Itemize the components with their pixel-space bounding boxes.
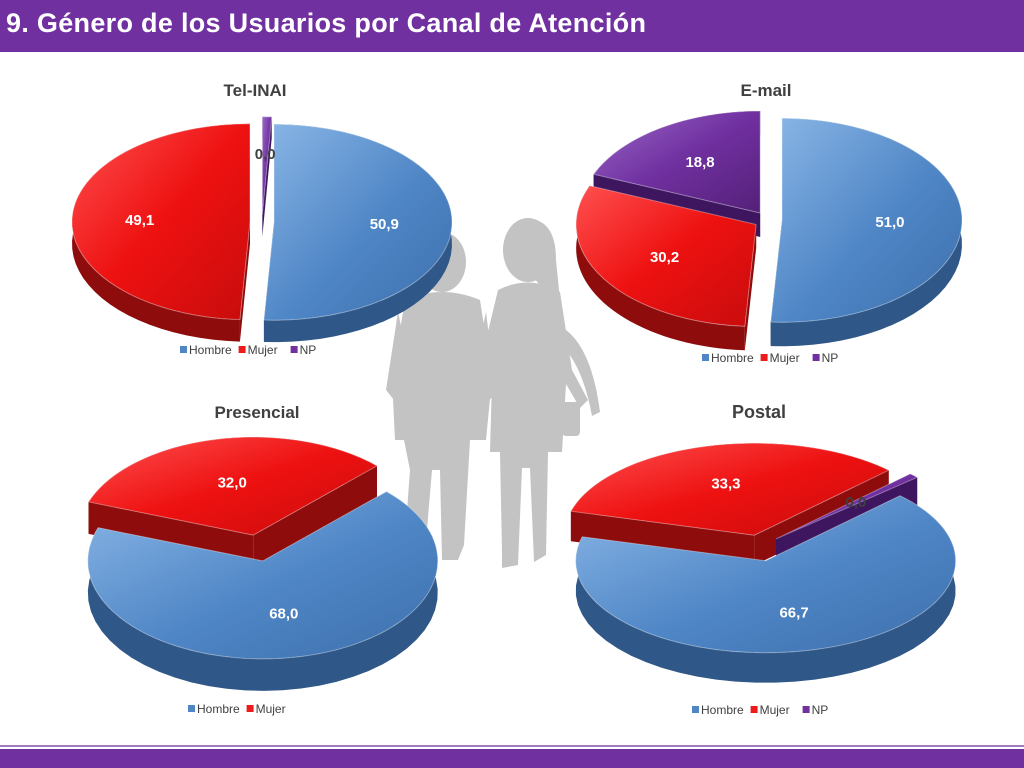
legend-swatch-hombre xyxy=(702,354,709,361)
data-label-postal-np: 0,0 xyxy=(845,494,866,511)
couple-silhouette-icon xyxy=(386,218,600,568)
data-label-e-mail-hombre: 51,0 xyxy=(875,214,904,231)
pie-postal: 66,7 33,3 0,0 xyxy=(570,442,957,683)
pie-slice-tel-inai-hombre xyxy=(263,123,453,321)
chart-title-presencial: Presencial xyxy=(214,403,299,422)
pie-face-presencial-mujer xyxy=(253,465,377,568)
pie-face-tel-inai-mujer xyxy=(239,221,251,342)
chart-title-tel-inai: Tel-INAI xyxy=(224,81,287,100)
legend-label-hombre: Hombre xyxy=(711,351,754,365)
data-label-postal-hombre: 66,7 xyxy=(779,604,808,621)
legend-swatch-hombre xyxy=(180,346,187,353)
legend-swatch-hombre xyxy=(188,705,195,712)
legend-label-mujer: Mujer xyxy=(256,702,286,716)
slide-title: 9. Género de los Usuarios por Canal de A… xyxy=(6,8,647,38)
pie-slice-presencial-mujer xyxy=(87,436,378,536)
title-bar: 9. Género de los Usuarios por Canal de A… xyxy=(0,0,1024,52)
pie-slice-presencial-hombre xyxy=(87,491,439,660)
pie-e-mail: 51,0 30,2 18,8 xyxy=(575,110,963,351)
legend-swatch-np xyxy=(290,346,298,353)
legend-label-hombre: Hombre xyxy=(701,703,744,717)
legend-label-mujer: Mujer xyxy=(770,351,800,365)
legend-swatch-mujer xyxy=(760,354,768,361)
pie-slice-postal-hombre xyxy=(575,495,957,654)
legend-label-np: NP xyxy=(300,343,317,357)
legend-label-np: NP xyxy=(822,351,839,365)
legend-label-mujer: Mujer xyxy=(248,343,278,357)
data-label-e-mail-np: 18,8 xyxy=(685,154,714,171)
pie-side-e-mail-mujer xyxy=(576,185,745,351)
pie-slice-e-mail-mujer xyxy=(575,185,757,327)
data-label-e-mail-mujer: 30,2 xyxy=(650,249,679,266)
pie-slice-postal-np xyxy=(775,473,919,540)
pie-face-tel-inai-np xyxy=(262,116,272,237)
legend-label-hombre: Hombre xyxy=(197,702,240,716)
data-label-tel-inai-mujer: 49,1 xyxy=(125,212,154,229)
legend-swatch-mujer xyxy=(238,346,246,353)
data-label-tel-inai-hombre: 50,9 xyxy=(370,216,399,233)
legend-swatch-np xyxy=(802,706,810,713)
pie-face-e-mail-mujer xyxy=(744,224,757,351)
data-label-tel-inai-np: 0,0 xyxy=(255,146,276,163)
footer-bar xyxy=(0,749,1024,768)
data-label-postal-mujer: 33,3 xyxy=(711,476,740,493)
legend-swatch-np xyxy=(812,354,820,361)
pie-slice-e-mail-hombre xyxy=(770,117,963,323)
data-label-presencial-mujer: 32,0 xyxy=(218,475,247,492)
legend-swatch-hombre xyxy=(692,706,699,713)
legend-label-np: NP xyxy=(812,703,829,717)
legend-e-mail: Hombre Mujer NP xyxy=(702,351,838,365)
footer-line xyxy=(0,745,1024,747)
charts-area: 50,9 49,1 0,0 51,0 30,2 18,8 68,0 32,0 66,7 33,3 0… xyxy=(71,81,963,717)
pie-slice-postal-mujer xyxy=(570,442,890,536)
legend-swatch-mujer xyxy=(246,705,254,712)
pie-slice-tel-inai-mujer xyxy=(71,123,251,321)
pie-slice-tel-inai-np xyxy=(261,116,273,215)
chart-title-email: E-mail xyxy=(740,81,791,100)
pie-presencial: 68,0 32,0 xyxy=(87,436,439,691)
legend-tel-inai: Hombre Mujer NP xyxy=(180,343,316,357)
legend-postal: Hombre Mujer NP xyxy=(692,703,828,717)
pie-tel-inai: 50,9 49,1 0,0 xyxy=(71,116,453,343)
legend-label-mujer: Mujer xyxy=(760,703,790,717)
legend-presencial: Hombre Mujer xyxy=(188,702,286,716)
data-label-presencial-hombre: 68,0 xyxy=(269,605,298,622)
pie-face-postal-mujer xyxy=(570,511,755,566)
chart-title-postal: Postal xyxy=(732,402,786,422)
legend-swatch-mujer xyxy=(750,706,758,713)
pie-slice-e-mail-np xyxy=(592,110,761,214)
legend-label-hombre: Hombre xyxy=(189,343,232,357)
